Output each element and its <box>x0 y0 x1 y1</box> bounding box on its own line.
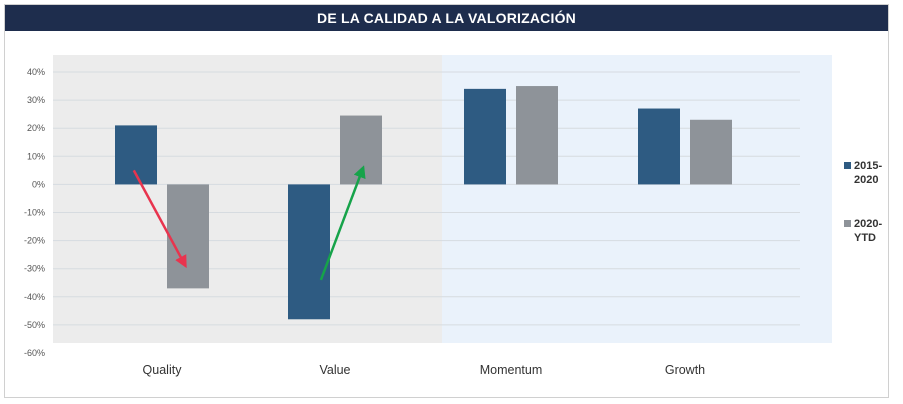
annotation-arrow-2 <box>319 165 366 281</box>
legend-label-1: 2015- <box>854 160 882 172</box>
legend-swatch-1 <box>844 162 851 169</box>
category-label-momentum: Momentum <box>480 363 543 377</box>
bar-growth-series-1 <box>638 108 680 185</box>
bar-value-series-1 <box>288 184 330 320</box>
y-tick-label: 30% <box>27 95 45 105</box>
legend-label-1: 2020 <box>854 174 878 186</box>
y-tick-label: -10% <box>24 208 45 218</box>
chart-frame: DE LA CALIDAD A LA VALORIZACIÓN 40% 30% 20… <box>4 4 889 398</box>
background-region-2 <box>442 55 832 343</box>
y-tick-label: -60% <box>24 348 45 358</box>
background-region-1 <box>53 55 442 343</box>
category-label-quality: Quality <box>143 363 183 377</box>
category-label-value: Value <box>319 363 350 377</box>
bar-momentum-series-2 <box>516 86 558 185</box>
annotation-arrow-1 <box>132 169 187 269</box>
bar-growth-series-2 <box>690 119 732 185</box>
y-tick-label: 0% <box>32 179 45 189</box>
category-label-growth: Growth <box>665 363 705 377</box>
chart-title: DE LA CALIDAD A LA VALORIZACIÓN <box>5 5 888 31</box>
bar-chart: 40% 30% 20% 10% 0% -10% -20% -30% -40% -50% -60% Qu… <box>24 55 882 377</box>
legend-label-2: YTD <box>854 232 876 244</box>
bar-momentum-series-1 <box>464 88 506 185</box>
y-tick-label: 40% <box>27 67 45 77</box>
y-tick-label: 20% <box>27 123 45 133</box>
y-tick-label: -30% <box>24 264 45 274</box>
legend-swatch-2 <box>844 220 851 227</box>
y-tick-label: -40% <box>24 292 45 302</box>
legend-label-2: 2020- <box>854 218 882 230</box>
y-tick-label: 10% <box>27 151 45 161</box>
y-tick-label: -20% <box>24 236 45 246</box>
y-tick-label: -50% <box>24 320 45 330</box>
bar-quality-series-2 <box>167 184 209 289</box>
